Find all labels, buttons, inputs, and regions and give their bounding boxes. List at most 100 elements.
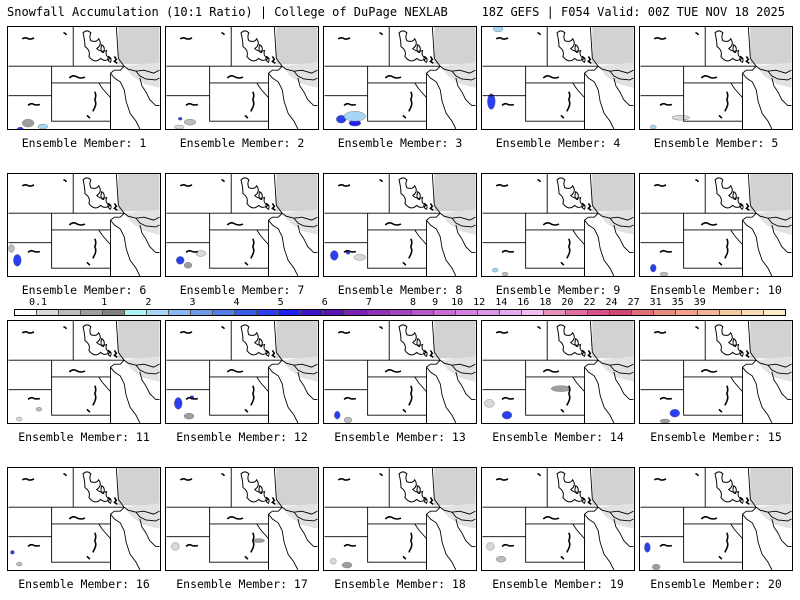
ensemble-member-label: Ensemble Member: 18: [334, 577, 466, 591]
ensemble-panel: Ensemble Member: 7: [165, 173, 319, 297]
colorbar-ticks: 0.1 1 2 3 4 5 6 7 8 9 10 12 14 16 18 20 22 24 27 31 35 39: [14, 297, 786, 308]
ensemble-panel: Ensemble Member: 4: [481, 26, 635, 150]
snowfall-map: [323, 26, 477, 130]
snowfall-map: [165, 320, 319, 424]
colorbar-bin: [81, 310, 104, 315]
colorbar-bin: [37, 310, 60, 315]
colorbar-tick-label: 0.1: [29, 297, 48, 308]
ensemble-member-label: Ensemble Member: 16: [18, 577, 150, 591]
colorbar-bin: [697, 310, 720, 315]
ensemble-panel: Ensemble Member: 13: [323, 320, 477, 444]
ensemble-panel: Ensemble Member: 8: [323, 173, 477, 297]
ensemble-member-label: Ensemble Member: 19: [492, 577, 624, 591]
colorbar-bin: [764, 310, 786, 315]
colorbar-tick-label: 9: [432, 297, 439, 308]
ensemble-member-label: Ensemble Member: 6: [21, 283, 147, 297]
colorbar-tick-label: 14: [495, 297, 508, 308]
snowfall-map: [7, 320, 161, 424]
colorbar-tick-label: 1: [101, 297, 108, 308]
colorbar-bin: [367, 310, 390, 315]
colorbar-bin: [455, 310, 478, 315]
colorbar-bin: [389, 310, 412, 315]
snowfall-map: [639, 26, 793, 130]
snowfall-map: [639, 173, 793, 277]
snowfall-map: [7, 26, 161, 130]
colorbar-bin: [499, 310, 522, 315]
ensemble-panel: Ensemble Member: 20: [639, 467, 793, 591]
model-run-info: 18Z GEFS | F054 Valid: 00Z TUE NOV 18 20…: [481, 5, 785, 19]
snowfall-map: [165, 26, 319, 130]
colorbar-tick-label: 5: [277, 297, 284, 308]
colorbar-bin: [213, 310, 236, 315]
colorbar-bin: [191, 310, 214, 315]
colorbar-tick-label: 31: [649, 297, 662, 308]
ensemble-member-label: Ensemble Member: 13: [334, 430, 466, 444]
snowfall-map: [481, 320, 635, 424]
colorbar-bin: [631, 310, 654, 315]
colorbar-tick-label: 27: [627, 297, 640, 308]
ensemble-member-label: Ensemble Member: 14: [492, 430, 624, 444]
snowfall-map: [639, 467, 793, 571]
ensemble-member-label: Ensemble Member: 8: [337, 283, 463, 297]
ensemble-panel: Ensemble Member: 6: [7, 173, 161, 297]
colorbar-bin: [59, 310, 82, 315]
colorbar-bin: [433, 310, 456, 315]
colorbar-bin: [609, 310, 632, 315]
colorbar-bin: [301, 310, 324, 315]
ensemble-member-label: Ensemble Member: 9: [495, 283, 621, 297]
colorbar-bin: [587, 310, 610, 315]
ensemble-member-label: Ensemble Member: 10: [650, 283, 782, 297]
ensemble-panel: Ensemble Member: 5: [639, 26, 793, 150]
colorbar-bin: [477, 310, 500, 315]
colorbar-bin: [521, 310, 544, 315]
colorbar-bar: [14, 309, 786, 316]
colorbar-tick-label: 2: [145, 297, 152, 308]
colorbar-tick-label: 10: [451, 297, 464, 308]
colorbar-legend: 0.1 1 2 3 4 5 6 7 8 9 10 12 14 16 18 20 22 24 27 31 35 39: [14, 297, 786, 317]
colorbar-bin: [169, 310, 192, 315]
snowfall-map: [323, 467, 477, 571]
ensemble-member-label: Ensemble Member: 2: [179, 136, 305, 150]
colorbar-bin: [103, 310, 126, 315]
colorbar-tick-label: 6: [321, 297, 328, 308]
ensemble-member-label: Ensemble Member: 15: [650, 430, 782, 444]
ensemble-member-label: Ensemble Member: 5: [653, 136, 779, 150]
colorbar-tick-label: 7: [365, 297, 372, 308]
colorbar-tick-label: 39: [693, 297, 706, 308]
ensemble-member-label: Ensemble Member: 7: [179, 283, 305, 297]
ensemble-member-label: Ensemble Member: 4: [495, 136, 621, 150]
colorbar-tick-label: 3: [189, 297, 196, 308]
colorbar-bin: [279, 310, 302, 315]
chart-title: Snowfall Accumulation (10:1 Ratio) | Col…: [7, 5, 448, 19]
colorbar-bin: [742, 310, 765, 315]
colorbar-bin: [675, 310, 698, 315]
ensemble-panel: Ensemble Member: 2: [165, 26, 319, 150]
ensemble-member-label: Ensemble Member: 17: [176, 577, 308, 591]
ensemble-panel: Ensemble Member: 15: [639, 320, 793, 444]
ensemble-member-label: Ensemble Member: 1: [21, 136, 147, 150]
snowfall-map: [481, 467, 635, 571]
colorbar-bin: [147, 310, 170, 315]
colorbar-tick-label: 20: [561, 297, 574, 308]
ensemble-panel: Ensemble Member: 19: [481, 467, 635, 591]
snowfall-map: [481, 26, 635, 130]
colorbar-bin: [323, 310, 346, 315]
colorbar-bin: [543, 310, 566, 315]
ensemble-panel: Ensemble Member: 17: [165, 467, 319, 591]
ensemble-panel: Ensemble Member: 3: [323, 26, 477, 150]
colorbar-bin: [15, 310, 38, 315]
ensemble-panel: Ensemble Member: 14: [481, 320, 635, 444]
ensemble-panel: Ensemble Member: 16: [7, 467, 161, 591]
colorbar-tick-label: 22: [583, 297, 596, 308]
colorbar-tick-label: 16: [517, 297, 530, 308]
snowfall-map: [639, 320, 793, 424]
ensemble-member-label: Ensemble Member: 12: [176, 430, 308, 444]
ensemble-member-label: Ensemble Member: 11: [18, 430, 150, 444]
colorbar-bin: [720, 310, 743, 315]
colorbar-tick-label: 18: [539, 297, 552, 308]
ensemble-panel: Ensemble Member: 12: [165, 320, 319, 444]
colorbar-bin: [235, 310, 258, 315]
colorbar-bin: [257, 310, 280, 315]
ensemble-panel: Ensemble Member: 9: [481, 173, 635, 297]
colorbar-tick-label: 4: [233, 297, 240, 308]
